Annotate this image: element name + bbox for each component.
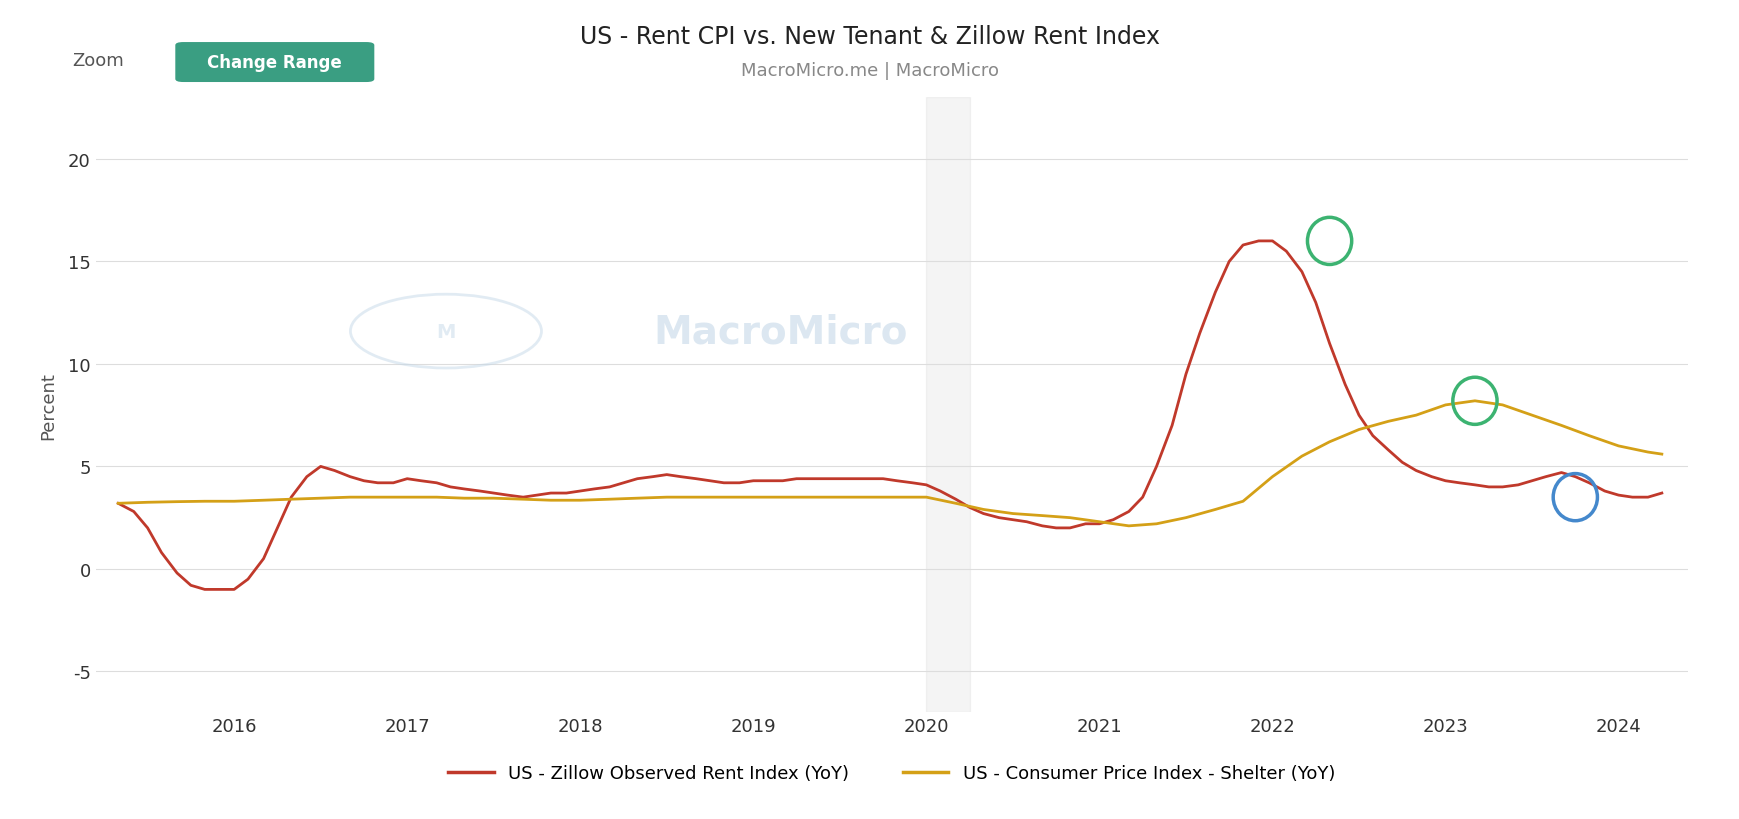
Line: US - Zillow Observed Rent Index (YoY): US - Zillow Observed Rent Index (YoY) [118,242,1661,590]
US - Consumer Price Index - Shelter (YoY) [1636,447,1657,457]
US - Consumer Price Index - Shelter (YoY) [396,492,417,502]
US - Consumer Price Index - Shelter (YoY) [108,499,129,509]
US - Zillow Observed Rent Index (YoY) [1247,237,1268,247]
US - Zillow Observed Rent Index (YoY) [108,499,129,509]
US - Zillow Observed Rent Index (YoY) [1492,482,1513,492]
US - Zillow Observed Rent Index (YoY) [280,492,301,502]
Y-axis label: Percent: Percent [38,372,57,439]
Text: M: M [436,322,456,342]
Text: Change Range: Change Range [207,54,343,72]
Text: US - Rent CPI vs. New Tenant & Zillow Rent Index: US - Rent CPI vs. New Tenant & Zillow Re… [579,25,1160,48]
US - Consumer Price Index - Shelter (YoY) [1650,450,1671,459]
US - Zillow Observed Rent Index (YoY) [1464,480,1485,490]
Text: MacroMicro.me | MacroMicro: MacroMicro.me | MacroMicro [741,61,998,79]
US - Zillow Observed Rent Index (YoY) [1650,488,1671,498]
Text: MacroMicro: MacroMicro [652,313,906,351]
US - Consumer Price Index - Shelter (YoY) [483,494,504,504]
US - Zillow Observed Rent Index (YoY) [843,474,864,484]
US - Consumer Price Index - Shelter (YoY) [280,495,301,505]
US - Consumer Price Index - Shelter (YoY) [1549,421,1570,431]
US - Consumer Price Index - Shelter (YoY) [685,492,706,502]
US - Zillow Observed Rent Index (YoY) [367,478,388,488]
Line: US - Consumer Price Index - Shelter (YoY): US - Consumer Price Index - Shelter (YoY… [118,401,1661,526]
US - Zillow Observed Rent Index (YoY) [195,585,216,595]
Bar [925,98,969,713]
US - Zillow Observed Rent Index (YoY) [1362,431,1383,441]
Legend: US - Zillow Observed Rent Index (YoY), US - Consumer Price Index - Shelter (YoY): US - Zillow Observed Rent Index (YoY), U… [442,757,1341,790]
FancyBboxPatch shape [176,43,374,83]
US - Consumer Price Index - Shelter (YoY) [1464,396,1485,406]
US - Consumer Price Index - Shelter (YoY) [1118,521,1139,531]
Text: Zoom: Zoom [71,52,123,70]
